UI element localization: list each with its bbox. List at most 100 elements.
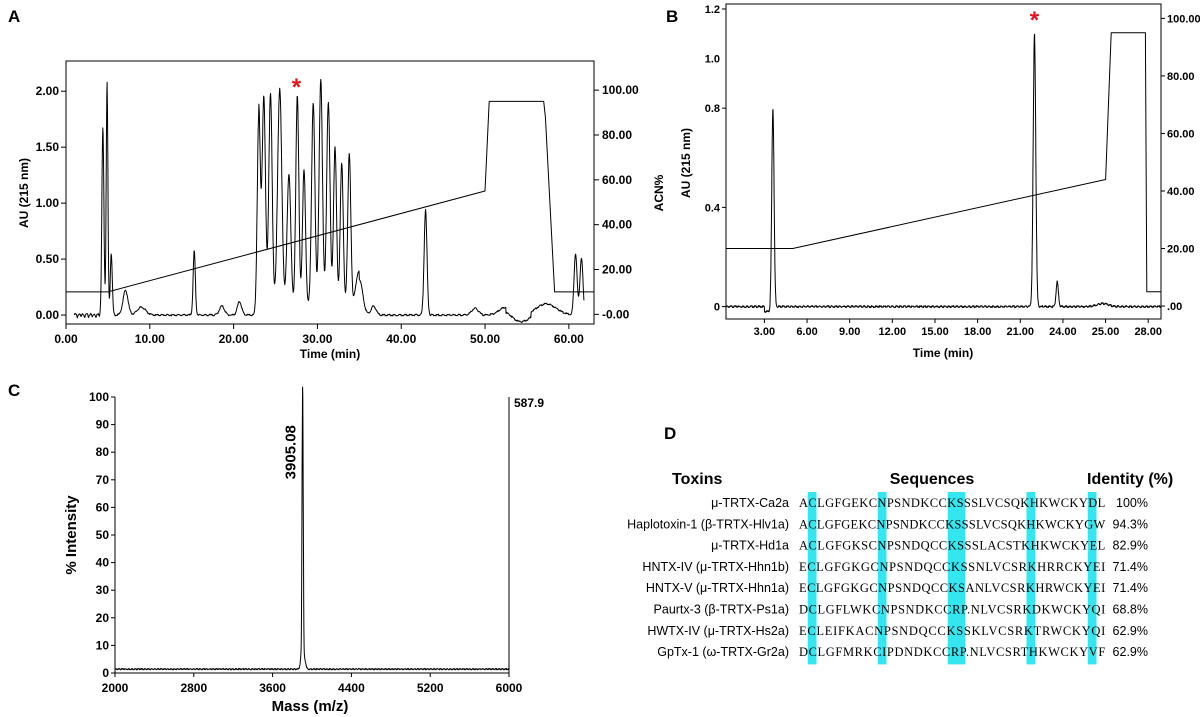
- panel-b-absorbance-trace: [725, 33, 1162, 313]
- panel-c-y-tick-label: 100: [89, 390, 109, 404]
- panel-b-x-tick-label: 28.00: [1134, 326, 1162, 338]
- panel-c-y-tick-label: 80: [96, 445, 110, 459]
- panel-c-x-tick-label: 2800: [180, 681, 207, 695]
- panel-a-x-tick-label: 60.00: [554, 332, 584, 346]
- panel-b-y2-tick-label: 20.00: [1167, 244, 1195, 256]
- panel-a-y-axis-label: AU (215 nm): [17, 158, 31, 228]
- toxin-identity: 82.9%: [1113, 539, 1148, 553]
- cysteine-column-highlight: [1026, 492, 1036, 665]
- panel-c-x-tick-label: 6000: [496, 681, 523, 695]
- toxin-identity: 71.4%: [1113, 581, 1148, 595]
- panel-a-x-axis-label: Time (min): [300, 347, 360, 361]
- panel-b-x-tick-label: 21.00: [1006, 326, 1034, 338]
- panel-b-y-tick-label: 1.0: [705, 54, 720, 66]
- panel-a-y-tick-label: 0.00: [36, 308, 60, 322]
- toxin-identity: 62.9%: [1113, 645, 1148, 659]
- panel-a-x-tick-label: 30.00: [302, 332, 332, 346]
- panel-a-ticks: 0.00 10.00 20.00 30.00 40.00 50.00 60.00 0.00 0.…: [36, 83, 639, 346]
- toxin-sequence: ECLEIFKACNPSNDQCCKSSKLVCSRKTRWCKYQI: [799, 624, 1105, 638]
- panel-a-y2-tick-label: 80.00: [602, 128, 632, 142]
- panel-b-label: B: [666, 7, 678, 26]
- panel-c-x-tick-label: 2000: [102, 681, 129, 695]
- panel-b-x-tick-label: 3.00: [754, 326, 775, 338]
- toxin-identity: 71.4%: [1113, 560, 1148, 574]
- panel-a-x-tick-label: 10.00: [135, 332, 165, 346]
- panel-a-y-tick-label: 1.50: [36, 140, 60, 154]
- panel-b-x-tick-label: 18.00: [964, 326, 992, 338]
- panel-a-y2-tick-label: 100.00: [602, 83, 639, 97]
- panel-c-y-tick-label: 10: [96, 638, 110, 652]
- toxin-sequence: ECLGFGKGCNPSNDQCCKSANLVCSRKHRWCKYEI: [799, 581, 1105, 595]
- cysteine-column-highlight: [1087, 492, 1097, 665]
- panel-c-y-tick-label: 70: [96, 473, 110, 487]
- toxin-identity: 94.3%: [1113, 517, 1148, 531]
- panel-c-y-tick-label: 20: [96, 611, 110, 625]
- toxin-sequence: ECLGFGKGCNPSNDQCCKSSNLVCSRKHRRCKYEI: [799, 560, 1105, 574]
- alignment-row: HNTX-IV (μ-TRTX-Hhn1b) ECLGFGKGCNPSNDQCCK…: [642, 560, 1148, 574]
- panel-b-y-tick-label: 0.8: [705, 103, 720, 115]
- panel-c-y-tick-label: 90: [96, 418, 110, 432]
- panel-c-x-tick-label: 4400: [338, 681, 365, 695]
- panel-a-x-tick-label: 50.00: [470, 332, 500, 346]
- panel-b-chromatogram: B 3.00 6.00 9.00 12.00 15.00 18.00 21.00 24.00 2…: [666, 3, 1200, 360]
- panel-b-x-tick-label: 12.00: [879, 326, 907, 338]
- panel-a-acn-gradient-line: [66, 100, 594, 293]
- panel-a-y-tick-label: 2.00: [36, 84, 60, 98]
- toxin-name: Haplotoxin-1 (β-TRTX-Hlv1a): [627, 517, 789, 531]
- panel-c-peak-mass-label: 3905.08: [283, 425, 300, 479]
- toxin-sequence: ACLGFGEKCNPSNDKCCKSSSLVCSQKHKWCKYDL: [799, 496, 1105, 510]
- panel-c-y-tick-label: 40: [96, 556, 110, 570]
- panel-a-collected-peak-marker: *: [292, 74, 302, 101]
- panel-c-x-axis-label: Mass (m/z): [272, 698, 349, 715]
- panel-b-y-tick-label: 0.4: [705, 202, 721, 214]
- panel-a-y-tick-label: 0.50: [36, 252, 60, 266]
- panel-b-collected-peak-marker: *: [1030, 7, 1040, 34]
- panel-a-y2-tick-label: 60.00: [602, 173, 632, 187]
- panel-c-y-tick-label: 0: [102, 666, 109, 680]
- panel-c-spectrum-trace: [114, 386, 510, 671]
- toxin-name: HNTX-V (μ-TRTX-Hhn1a): [646, 581, 789, 595]
- cysteine-column-highlight: [807, 492, 817, 665]
- alignment-row: HWTX-IV (μ-TRTX-Hs2a) ECLEIFKACNPSNDQCCKS…: [647, 624, 1148, 638]
- panel-b-y2-tick-label: .00: [1167, 301, 1182, 313]
- panel-b-x-tick-label: 6.00: [796, 326, 817, 338]
- toxin-sequence: DCLGFLWKCNPSNDKCCRP.NLVCSRKDKWCKYQI: [799, 603, 1105, 617]
- alignment-row: HNTX-V (μ-TRTX-Hhn1a) ECLGFGKGCNPSNDQCCKS…: [646, 581, 1148, 595]
- panel-c-mass-spectrum: C 2000 2800 3600 4400 5200 6000 0 10 20 30 40 50 60 7…: [8, 381, 544, 715]
- alignment-row: μ-TRTX-Ca2a ACLGFGEKCNPSNDKCCKSSSLVCSQKHK…: [711, 496, 1148, 510]
- toxin-identity: 62.9%: [1113, 624, 1148, 638]
- alignment-row: Paurtx-3 (β-TRTX-Ps1a) DCLGFLWKCNPSNDKCCR…: [654, 603, 1148, 617]
- panel-a-label: A: [8, 7, 20, 26]
- panel-b-y2-tick-label: 60.00: [1167, 128, 1195, 140]
- panel-b-x-axis-label: Time (min): [913, 346, 973, 360]
- panel-a-absorbance-trace: [73, 78, 585, 323]
- panel-a-y2-tick-label: 40.00: [602, 218, 632, 232]
- panel-c-label: C: [8, 381, 20, 400]
- panel-a-y2-tick-label: -0.00: [602, 307, 630, 321]
- panel-c-y-tick-label: 30: [96, 583, 110, 597]
- panel-b-x-tick-label: 9.00: [839, 326, 860, 338]
- toxins-header: Toxins: [672, 471, 722, 488]
- panel-b-y-tick-label: 1.2: [705, 4, 720, 16]
- panel-a-x-tick-label: 0.00: [54, 332, 78, 346]
- panel-a-y2-tick-label: 20.00: [602, 263, 632, 277]
- identity-header: Identity (%): [1087, 471, 1173, 488]
- panel-c-x-tick-label: 3600: [259, 681, 286, 695]
- toxin-name: HNTX-IV (μ-TRTX-Hhn1b): [642, 560, 789, 574]
- alignment-row: Haplotoxin-1 (β-TRTX-Hlv1a) ACLGFGEKCNPSN…: [627, 517, 1148, 531]
- cysteine-column-highlight: [947, 492, 957, 665]
- panel-b-y-tick-label: 0: [714, 302, 720, 314]
- toxin-name: GpTx-1 (ω-TRTX-Gr2a): [657, 645, 789, 659]
- toxin-name: μ-TRTX-Hd1a: [711, 539, 789, 553]
- alignment-row: GpTx-1 (ω-TRTX-Gr2a) DCLGFMRKCIPDNDKCCRP.…: [657, 645, 1148, 659]
- cysteine-column-highlight: [956, 492, 966, 665]
- sequences-header: Sequences: [890, 471, 975, 488]
- conserved-cysteine-highlights: [807, 492, 1097, 665]
- panel-b-x-tick-label: 15.00: [921, 326, 949, 338]
- panel-b-y-axis-label: AU (215 nm): [679, 128, 693, 198]
- panel-b-y2-tick-label: 80.00: [1167, 71, 1195, 83]
- alignment-rows: μ-TRTX-Ca2a ACLGFGEKCNPSNDKCCKSSSLVCSQKHK…: [627, 496, 1148, 659]
- panel-c-y-tick-label: 50: [96, 528, 110, 542]
- panel-a-x-tick-label: 40.00: [386, 332, 416, 346]
